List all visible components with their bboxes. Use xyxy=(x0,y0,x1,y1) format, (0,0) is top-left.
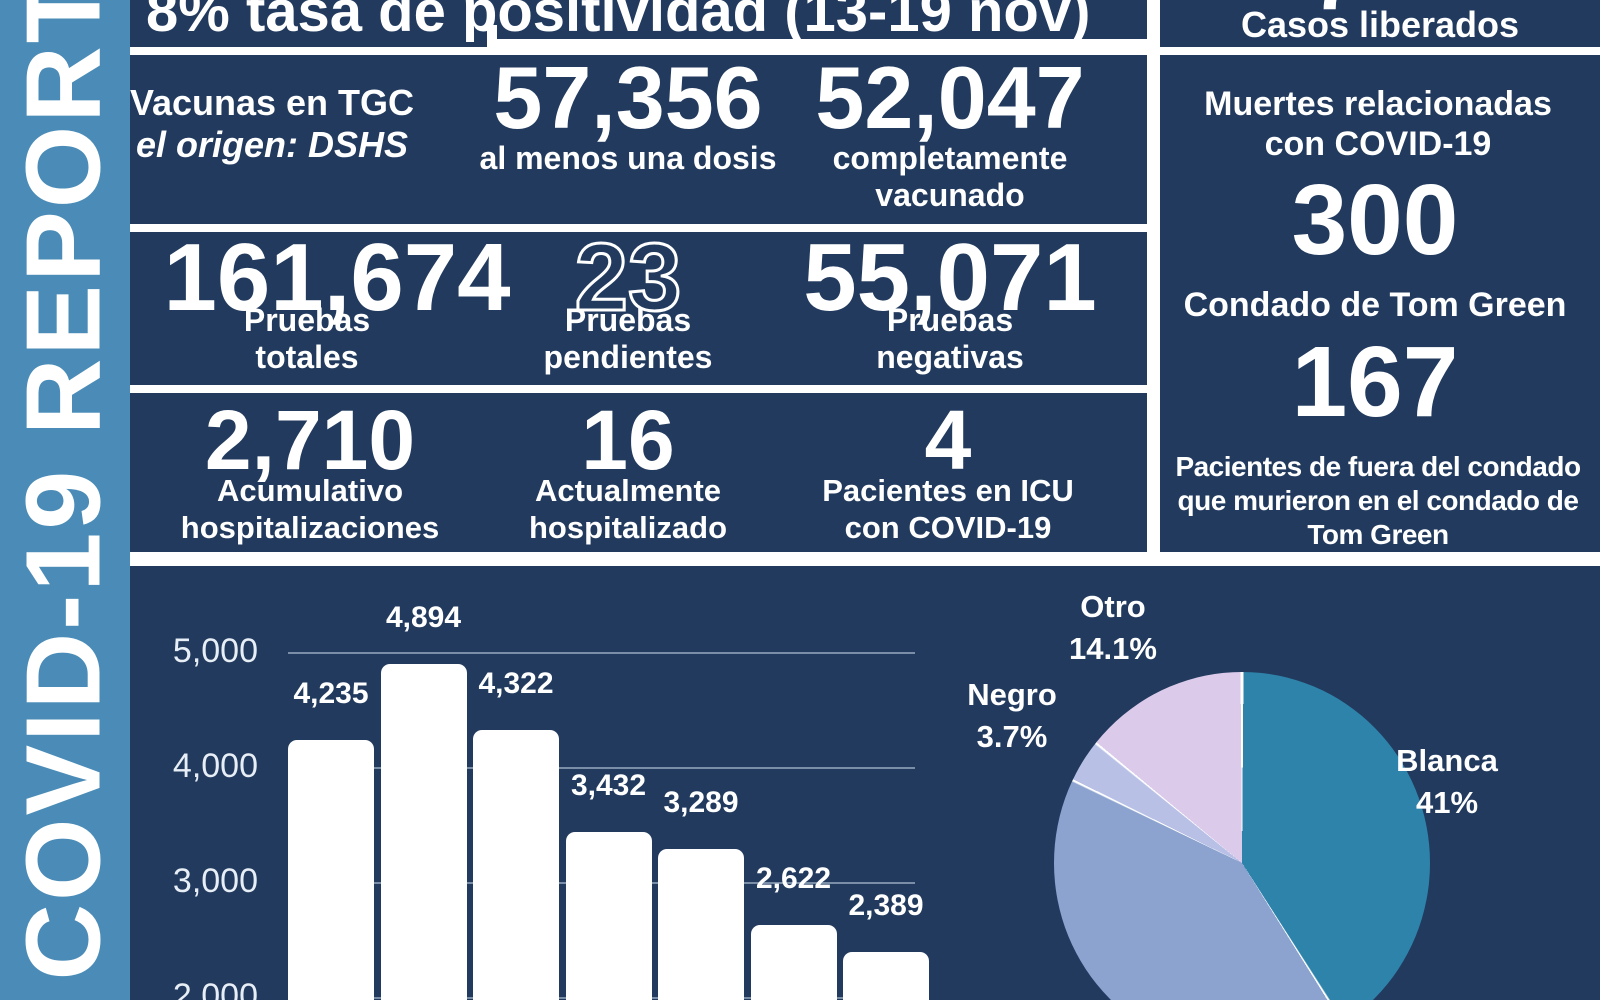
y-axis-tick-label: 4,000 xyxy=(172,747,258,785)
positivity-banner: 8% tasa de positividad (13-19 nov) xyxy=(130,0,1147,42)
divider-row-2 xyxy=(130,385,1147,393)
sidebar: COVID-19 REPORT xyxy=(0,0,130,1000)
bar-value-label: 2,389 xyxy=(848,889,924,923)
y-axis-tick-label: 2,000 xyxy=(172,977,258,1000)
covid-deaths-total: 300 xyxy=(1291,164,1459,276)
out-of-county-deaths-label: Pacientes de fuera del condado que murie… xyxy=(1175,451,1581,550)
released-cases-label: Casos liberados xyxy=(1240,4,1520,45)
divider-top xyxy=(130,47,1600,55)
divider-bottom-thick xyxy=(130,552,1600,566)
stat-current-hosp-value: 16 xyxy=(581,393,675,487)
banner-divider-stub xyxy=(487,25,497,47)
bar-value-label: 3,289 xyxy=(663,785,739,819)
stat-negative-tests-label: Pruebas negativas xyxy=(876,302,1024,375)
stat-total-tests-value: 161,674 xyxy=(163,224,511,331)
stat-total-tests-label: Pruebas totales xyxy=(243,302,371,375)
y-axis-tick-label: 5,000 xyxy=(172,632,258,670)
county-label: Condado de Tom Green xyxy=(1183,286,1567,324)
bar-value-label: 4,894 xyxy=(385,601,462,635)
stat-icu-label: Pacientes en ICU con COVID-19 xyxy=(822,473,1074,545)
bar-4 xyxy=(565,832,652,1000)
stat-fully-vaccinated-label: completamente vacunado xyxy=(832,140,1068,213)
bar-6 xyxy=(750,925,837,1000)
positivity-banner-text: 8% tasa de positividad (13-19 nov) xyxy=(146,0,1091,42)
pie-label-blanca: Blanca 41% xyxy=(1396,743,1498,820)
pie-label-negro: Negro 3.7% xyxy=(967,677,1057,754)
stat-cumulative-hosp-label: Acumulativo hospitalizaciones xyxy=(180,473,440,545)
bar-value-label: 4,322 xyxy=(478,666,554,700)
stat-icu-value: 4 xyxy=(924,393,972,487)
released-cases-partial-value: 7 xyxy=(1312,0,1359,22)
stat-pending-tests-label: Pruebas pendientes xyxy=(543,302,713,375)
bar-3 xyxy=(473,729,559,1000)
pie-label-otro: Otro 14.1% xyxy=(1069,589,1157,666)
stat-current-hosp-label: Actualmente hospitalizado xyxy=(528,473,728,545)
bar-5 xyxy=(658,848,744,1000)
stat-fully-vaccinated-value: 52,047 xyxy=(815,48,1085,147)
bar-value-label: 4,235 xyxy=(293,676,369,710)
bar-7 xyxy=(843,952,929,1000)
stat-one-dose-value: 57,356 xyxy=(493,48,763,147)
stat-negative-tests-value: 55,071 xyxy=(803,224,1097,331)
y-gridline xyxy=(288,652,915,654)
divider-vertical xyxy=(1147,0,1160,566)
out-of-county-deaths-value: 167 xyxy=(1291,326,1459,438)
race-pie-chart xyxy=(1054,672,1430,1000)
y-axis-tick-label: 3,000 xyxy=(172,862,258,900)
divider-row-1 xyxy=(130,224,1147,232)
vaccines-title: Vacunas en TGC xyxy=(129,82,415,123)
bar-2 xyxy=(380,664,467,1000)
banner-divider-step xyxy=(490,39,1147,47)
vaccines-subtitle: el origen: DSHS xyxy=(135,124,409,165)
bar-value-label: 2,622 xyxy=(755,862,832,896)
stat-one-dose-label: al menos una dosis xyxy=(479,140,777,176)
bar-value-label: 3,432 xyxy=(570,769,647,803)
stat-cumulative-hosp-value: 2,710 xyxy=(204,393,416,487)
covid-deaths-title: Muertes relacionadas con COVID-19 xyxy=(1204,85,1552,163)
bar-1 xyxy=(288,739,374,1000)
sidebar-vertical-title: COVID-19 REPORT xyxy=(4,0,123,981)
stat-pending-tests-value: 23 xyxy=(573,224,683,331)
y-gridline xyxy=(288,767,915,769)
